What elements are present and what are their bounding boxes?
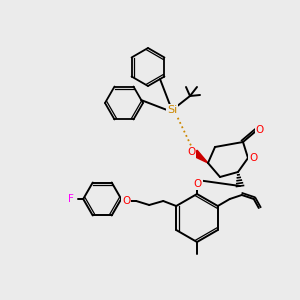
- Text: O: O: [256, 125, 264, 135]
- Text: O: O: [122, 196, 130, 206]
- Text: O: O: [194, 179, 202, 189]
- Text: O: O: [249, 153, 257, 163]
- Polygon shape: [193, 150, 208, 163]
- Text: F: F: [68, 194, 74, 204]
- Text: Si: Si: [167, 105, 177, 115]
- Text: O: O: [187, 147, 195, 157]
